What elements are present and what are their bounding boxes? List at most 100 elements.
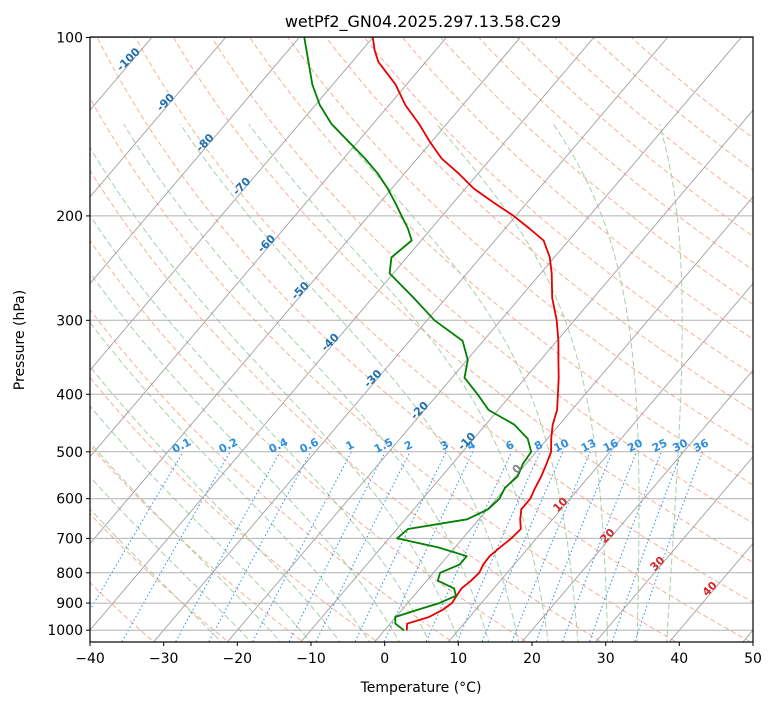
dewpoint-point xyxy=(487,508,489,510)
isentrope-label: -30 xyxy=(361,367,384,390)
dewpoint-point xyxy=(455,595,457,597)
temperature-point xyxy=(482,564,484,566)
isotherm xyxy=(668,542,753,642)
temperature-point xyxy=(458,173,460,175)
temperature-point xyxy=(557,340,560,342)
series xyxy=(303,37,560,631)
background-lines xyxy=(90,37,753,642)
dewpoint-point xyxy=(462,340,464,342)
temperature-point xyxy=(557,359,560,361)
dry-adiabat xyxy=(172,37,753,563)
dry-adiabat xyxy=(90,376,379,642)
dewpoint-point xyxy=(387,188,389,190)
y-ticks: 100 200 300 400 500 600 700 800 900 1000 xyxy=(47,31,90,639)
moist-adiabat xyxy=(90,321,371,642)
y-tick-label: 500 xyxy=(56,445,83,461)
dewpoint-point xyxy=(401,215,403,217)
temperature-profile xyxy=(371,37,560,631)
mixing-ratio-line xyxy=(535,451,613,642)
mixing-ratio-line xyxy=(208,451,312,642)
dewpoint-point xyxy=(466,555,468,557)
dewpoint-point xyxy=(413,297,415,299)
temperature-point xyxy=(493,202,495,204)
x-tick-label: 20 xyxy=(523,651,541,667)
isotherm xyxy=(90,37,522,545)
y-tick-label: 1000 xyxy=(47,623,83,639)
isotherm xyxy=(153,37,669,642)
mixing-ratio-label: 36 xyxy=(691,436,711,455)
moist-adiabat xyxy=(90,271,401,642)
mixing-ratio-label: 1.5 xyxy=(372,435,395,455)
dewpoint-point xyxy=(530,451,532,453)
dry-adiabat xyxy=(325,37,753,412)
dewpoint-point xyxy=(407,227,409,230)
isentrope-label: -60 xyxy=(255,232,278,255)
moist-adiabat xyxy=(90,146,460,642)
dewpoint-point xyxy=(522,463,524,465)
temperature-point xyxy=(499,546,501,549)
dewpoint-point xyxy=(407,528,409,530)
temperature-point xyxy=(478,572,480,574)
temperature-point xyxy=(556,409,558,411)
mixing-ratio-line xyxy=(383,451,474,642)
dewpoint-point xyxy=(396,537,398,540)
y-tick-label: 800 xyxy=(56,566,83,582)
x-tick-label: 0 xyxy=(380,651,389,667)
moist-adiabat xyxy=(248,123,549,642)
isentrope-label: -70 xyxy=(230,174,253,197)
chart-title: wetPf2_GN04.2025.297.13.58.C29 xyxy=(285,12,561,32)
moist-adiabat xyxy=(90,508,223,642)
temperature-point xyxy=(520,528,522,530)
dewpoint-point xyxy=(467,359,469,361)
mixing-ratio-label: 0.4 xyxy=(267,435,291,456)
temperature-point xyxy=(520,508,523,510)
isentrope-label: 20 xyxy=(598,526,618,546)
temperature-point xyxy=(394,83,397,85)
temperature-point xyxy=(545,463,547,465)
mixing-ratio-label: 10 xyxy=(552,436,572,455)
dewpoint-point xyxy=(459,564,461,566)
dewpoint-point xyxy=(307,61,310,63)
dewpoint-point xyxy=(331,123,333,125)
dewpoint-point xyxy=(438,602,440,604)
mixing-ratio-label: 8 xyxy=(532,438,545,453)
temperature-point xyxy=(551,297,553,299)
mixing-ratio-label: 2 xyxy=(402,438,415,453)
dry-adiabat xyxy=(401,37,753,340)
y-tick-label: 600 xyxy=(56,492,83,508)
dry-adiabat xyxy=(134,37,753,603)
dewpoint-point xyxy=(517,475,519,477)
dewpoint-point xyxy=(394,616,396,618)
mixing-ratio-label: 20 xyxy=(625,436,645,455)
moist-adiabat xyxy=(90,441,282,642)
mixing-ratio-line xyxy=(634,451,704,642)
mixing-ratio-label: 13 xyxy=(579,436,599,455)
moist-adiabat xyxy=(90,365,341,642)
temperature-point xyxy=(540,475,542,477)
temperature-point xyxy=(529,498,531,500)
x-tick-label: 10 xyxy=(449,651,467,667)
dewpoint-point xyxy=(433,319,436,321)
dewpoint-point xyxy=(527,438,529,440)
x-tick-label: 40 xyxy=(670,651,688,667)
dewpoint-point xyxy=(364,157,366,160)
dewpoint-point xyxy=(390,256,392,258)
y-tick-label: 400 xyxy=(56,387,83,403)
isotherm xyxy=(521,369,753,642)
x-tick-label: −30 xyxy=(149,651,179,667)
temperature-point xyxy=(543,239,545,242)
isotherm xyxy=(447,282,753,642)
isentrope-label: 10 xyxy=(550,494,570,514)
dewpoint-point xyxy=(377,173,379,175)
mixing-ratio-label: 3 xyxy=(438,438,451,453)
moist-adiabat xyxy=(90,405,312,642)
temperature-point xyxy=(441,609,443,611)
temperature-point xyxy=(556,319,558,321)
y-tick-label: 900 xyxy=(56,596,83,612)
y-axis-label: Pressure (hPa) xyxy=(12,290,28,390)
dewpoint-point xyxy=(437,580,439,582)
isotherm xyxy=(90,37,595,631)
temperature-point xyxy=(552,424,554,426)
temperature-point xyxy=(557,393,559,395)
mixing-ratio-label: 16 xyxy=(601,436,621,455)
